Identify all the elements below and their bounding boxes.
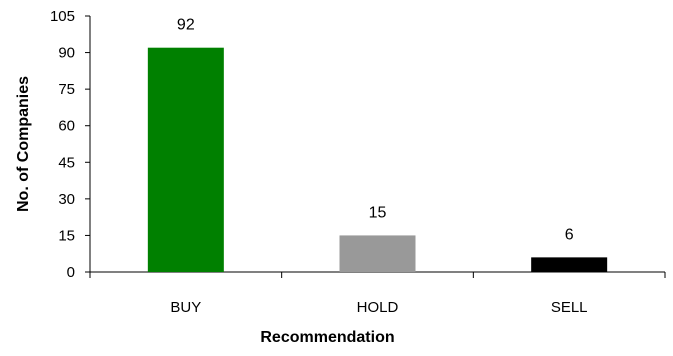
x-axis-title: Recommendation [260, 329, 394, 346]
y-axis-title: No. of Companies [15, 76, 32, 212]
x-tick-label: HOLD [357, 299, 399, 316]
bar-hold [339, 235, 416, 272]
y-tick-label: 30 [58, 191, 75, 208]
bars [147, 47, 608, 272]
x-axis-ticks: BUY HOLD SELL [89, 272, 666, 316]
y-tick-label: 60 [58, 118, 75, 135]
y-tick-label: 0 [67, 264, 75, 281]
y-tick-label: 90 [58, 45, 75, 62]
y-tick-label: 15 [58, 227, 75, 244]
data-labels: 92 15 6 [177, 17, 574, 244]
x-tick-label: BUY [170, 299, 201, 316]
y-tick-label: 75 [58, 81, 75, 98]
x-tick-label: SELL [551, 299, 588, 316]
data-label-sell: 6 [565, 226, 574, 243]
bar-buy [147, 47, 224, 272]
y-tick-label: 105 [50, 8, 75, 25]
data-label-hold: 15 [369, 204, 387, 221]
y-axis-ticks: 0 15 30 45 60 75 90 105 [50, 8, 90, 281]
data-label-buy: 92 [177, 17, 195, 34]
bar-sell [531, 257, 608, 272]
y-tick-label: 45 [58, 154, 75, 171]
